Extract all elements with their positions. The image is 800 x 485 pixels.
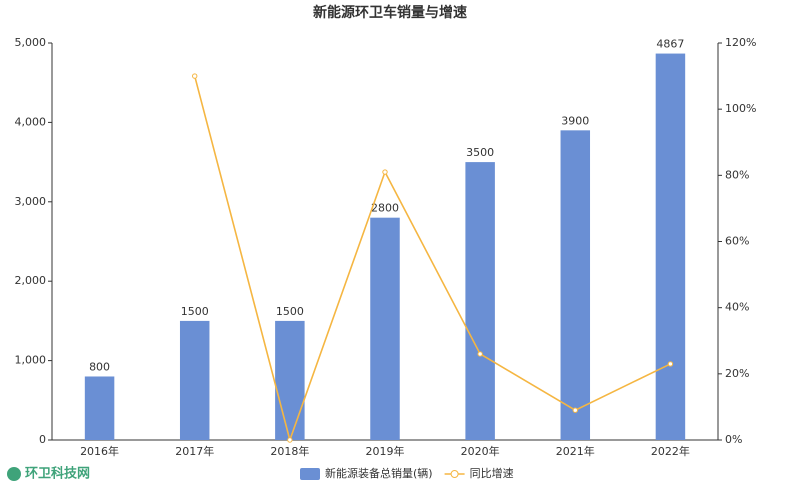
y-tick-label: 5,000 [15, 36, 47, 49]
legend-swatch [450, 470, 459, 478]
y2-tick-label: 100% [725, 102, 756, 115]
watermark: 环卫科技网 [25, 466, 90, 482]
legend-label: 同比增速 [470, 466, 514, 480]
y2-tick-label: 0% [725, 433, 742, 446]
y-tick-label: 4,000 [15, 115, 47, 128]
chart-title: 新能源环卫车销量与增速 [313, 4, 467, 21]
x-tick-label: 2022年 [651, 444, 690, 458]
x-tick-label: 2017年 [175, 444, 214, 458]
bar-label: 800 [89, 360, 110, 373]
x-tick-label: 2021年 [556, 444, 595, 458]
bar-label: 3500 [466, 146, 494, 159]
bar-label: 1500 [276, 305, 304, 318]
y-tick-label: 1,000 [15, 354, 47, 367]
line-point [287, 437, 293, 443]
bar [275, 320, 305, 440]
bar [655, 53, 686, 440]
line-point [572, 407, 578, 413]
line-point [477, 351, 483, 357]
y2-tick-label: 80% [725, 168, 749, 181]
legend-swatch [300, 468, 320, 480]
bar [179, 320, 210, 440]
bar-label: 2800 [371, 202, 399, 215]
legend-label: 新能源装备总销量(辆) [325, 466, 433, 480]
bar-label: 3900 [561, 114, 589, 127]
bar-label: 1500 [181, 305, 209, 318]
y-tick-label: 0 [39, 433, 46, 446]
bar [84, 376, 115, 440]
bar-label: 4867 [656, 38, 684, 51]
x-tick-label: 2018年 [270, 444, 309, 458]
x-tick-label: 2020年 [461, 444, 500, 458]
logo-icon [7, 467, 21, 481]
bar [370, 217, 400, 440]
line-point [667, 361, 674, 367]
line [193, 75, 671, 443]
y2-tick-label: 40% [725, 301, 749, 314]
y2-tick-label: 120% [725, 36, 756, 49]
line-point [382, 169, 388, 175]
y-tick-label: 2,000 [15, 274, 47, 287]
y2-tick-label: 60% [725, 235, 749, 248]
bar [560, 130, 591, 440]
x-tick-label: 2019年 [366, 444, 405, 458]
bar [465, 162, 495, 440]
y2-tick-label: 20% [725, 367, 749, 380]
y-tick-label: 3,000 [15, 195, 47, 208]
x-tick-label: 2016年 [80, 444, 119, 458]
line-point [192, 73, 198, 79]
